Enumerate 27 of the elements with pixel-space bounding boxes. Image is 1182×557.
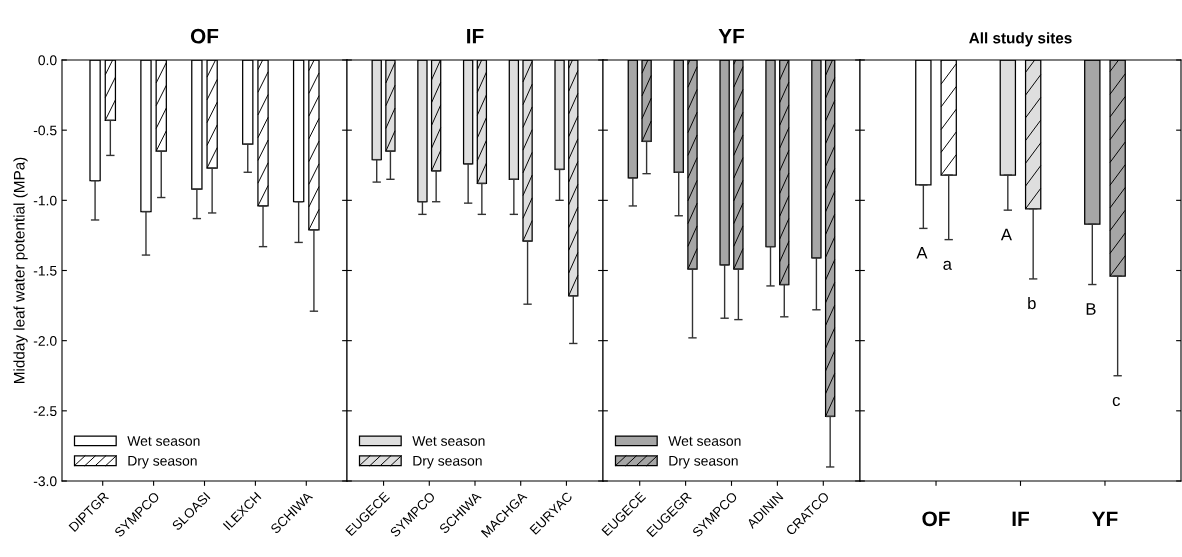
- y-tick-label: -1.5: [33, 265, 57, 276]
- y-tick-label: -1.0: [33, 195, 57, 206]
- annotation: A: [916, 247, 928, 259]
- y-tick-label: -0.5: [33, 125, 57, 136]
- legend-label: Dry season: [413, 456, 482, 469]
- chart-title: IF: [467, 29, 484, 44]
- legend-label: Dry season: [669, 456, 738, 469]
- chart-title: OF: [190, 28, 219, 44]
- legend-label: Wet season: [412, 436, 485, 446]
- y-tick-label: -2.5: [33, 406, 57, 416]
- annotation: c: [1112, 396, 1120, 407]
- x-tick-label: YF: [1092, 511, 1118, 526]
- chart-title: All study sites: [969, 32, 1072, 47]
- x-tick-label: OF: [922, 511, 950, 527]
- legend-label: Wet season: [668, 436, 741, 446]
- y-tick-label: -3.0: [33, 476, 57, 487]
- annotation: a: [943, 260, 952, 270]
- annotation: B: [1086, 303, 1096, 315]
- annotation: A: [1000, 228, 1012, 241]
- y-tick-label: -2.0: [33, 336, 57, 346]
- y-tick-label: 0.0: [38, 55, 57, 66]
- chart-title: YF: [718, 29, 745, 44]
- y-axis-title: Midday leaf water potential (MPa): [13, 157, 28, 384]
- x-tick-label: IF: [1012, 511, 1029, 526]
- annotation: b: [1028, 296, 1036, 310]
- legend-label: Dry season: [128, 456, 197, 469]
- legend-label: Wet season: [127, 436, 200, 446]
